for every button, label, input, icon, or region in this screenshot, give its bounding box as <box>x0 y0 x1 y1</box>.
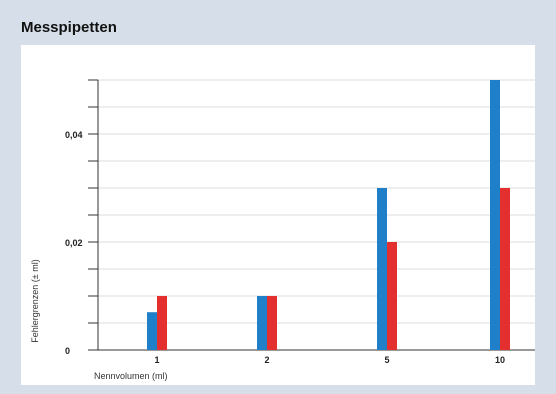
bar-chart: Nennvolumen (ml) Fehlergrenzen (± ml) 0 0… <box>30 79 535 381</box>
chart-panel: Nennvolumen (ml) Fehlergrenzen (± ml) 0 0… <box>21 45 535 385</box>
x-tick-label: 2 <box>264 355 269 365</box>
x-tick-label: 1 <box>154 355 159 365</box>
y-tick-label: 0,04 <box>65 130 83 140</box>
grid-layer <box>98 79 535 324</box>
chart-panel-title: Messpipetten <box>21 19 117 36</box>
label-layer: Nennvolumen (ml) Fehlergrenzen (± ml) 0 0… <box>30 130 505 381</box>
y-tick-label: 0,02 <box>65 238 83 248</box>
bar <box>490 80 500 350</box>
y-axis-label: Fehlergrenzen (± ml) <box>30 259 40 342</box>
bar <box>377 188 387 350</box>
axis-layer <box>88 79 535 351</box>
bar-layer <box>147 80 510 350</box>
bar <box>257 296 267 350</box>
x-tick-label: 5 <box>384 355 389 365</box>
bar <box>387 242 397 350</box>
bar <box>500 188 510 350</box>
x-tick-label: 10 <box>495 355 505 365</box>
x-axis-label: Nennvolumen (ml) <box>94 371 168 381</box>
bar <box>267 296 277 350</box>
y-tick-label: 0 <box>65 346 70 356</box>
bar <box>147 312 157 350</box>
bar <box>157 296 167 350</box>
